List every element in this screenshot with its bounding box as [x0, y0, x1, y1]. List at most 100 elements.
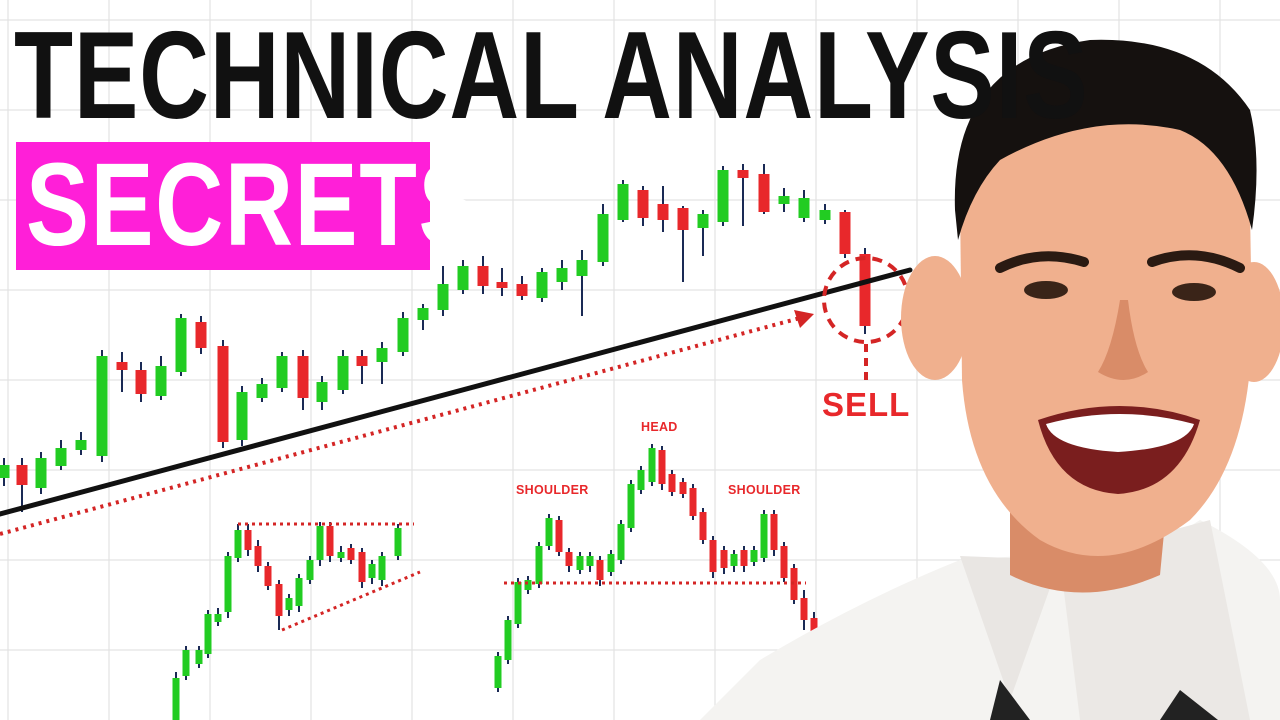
candle — [545, 518, 553, 546]
candle — [358, 552, 366, 582]
tie — [1160, 690, 1218, 720]
candle — [536, 272, 548, 298]
candle — [224, 556, 232, 612]
candle — [737, 170, 749, 178]
candle — [494, 656, 502, 688]
candle — [730, 554, 738, 566]
candle — [457, 266, 469, 290]
candle — [617, 184, 629, 220]
candle — [535, 546, 543, 584]
candle — [657, 204, 669, 220]
candle — [760, 514, 768, 558]
candle — [778, 196, 790, 204]
candle — [378, 556, 386, 580]
candle — [256, 384, 268, 398]
candle — [658, 450, 666, 484]
candle — [555, 520, 563, 552]
eyebrow-right — [1147, 250, 1245, 273]
hair — [954, 39, 1257, 240]
candle — [35, 458, 47, 488]
candle — [347, 548, 355, 560]
candle — [627, 484, 635, 528]
candle — [770, 514, 778, 550]
candle — [565, 552, 573, 566]
candle — [316, 382, 328, 402]
support-line — [281, 570, 421, 632]
candle — [839, 212, 851, 254]
candle — [276, 356, 288, 388]
candle — [175, 318, 187, 372]
candle — [699, 512, 707, 540]
candle — [504, 620, 512, 660]
eyebrow-left — [995, 251, 1089, 273]
candle — [397, 318, 409, 352]
candle — [637, 470, 645, 490]
candle — [597, 214, 609, 262]
ear-left — [901, 256, 969, 380]
candle — [679, 482, 687, 494]
candle — [214, 614, 222, 622]
candle — [316, 526, 324, 560]
candle — [477, 266, 489, 286]
trendline — [0, 267, 913, 517]
candle — [717, 170, 729, 222]
collar-left — [960, 556, 1060, 700]
candle — [234, 530, 242, 558]
dotted-line — [0, 316, 801, 536]
head-label: HEAD — [641, 420, 678, 434]
candle — [264, 566, 272, 586]
arrow-head — [794, 310, 814, 328]
nose — [1098, 300, 1148, 380]
candle — [0, 465, 10, 478]
candle — [326, 526, 334, 556]
candle — [116, 362, 128, 370]
tie-left — [990, 680, 1030, 720]
candle — [172, 678, 180, 720]
candle — [607, 554, 615, 572]
candle — [236, 392, 248, 440]
candle — [819, 210, 831, 220]
candle — [586, 556, 594, 566]
candle — [285, 598, 293, 610]
candle — [155, 366, 167, 396]
candle — [394, 528, 402, 556]
candle — [295, 578, 303, 606]
candle — [496, 282, 508, 288]
candle — [297, 356, 309, 398]
candle — [637, 190, 649, 218]
candle — [596, 560, 604, 580]
right-shoulder-label: SHOULDER — [728, 483, 801, 497]
candle — [337, 356, 349, 390]
candle — [576, 260, 588, 276]
left-shoulder-label: SHOULDER — [516, 483, 589, 497]
candle — [689, 488, 697, 516]
candle — [376, 348, 388, 362]
candle — [556, 268, 568, 282]
candle — [75, 440, 87, 450]
title-technical-analysis: TECHNICAL ANALYSIS — [14, 7, 1089, 145]
candle — [720, 550, 728, 568]
candle — [337, 552, 345, 558]
candle — [306, 560, 314, 580]
candle — [254, 546, 262, 566]
candle — [524, 580, 532, 590]
candle — [217, 346, 229, 442]
candle — [244, 530, 252, 550]
candle — [356, 356, 368, 366]
title-badge: SECRETS — [16, 142, 481, 270]
candle — [417, 308, 429, 320]
candle — [576, 556, 584, 570]
candle — [16, 465, 28, 485]
candle — [740, 550, 748, 566]
eye-right — [1172, 283, 1216, 301]
candle — [275, 584, 283, 616]
candle — [668, 474, 676, 492]
candle — [750, 550, 758, 562]
candle — [709, 540, 717, 572]
title-secrets: SECRETS — [26, 139, 484, 271]
candle — [677, 208, 689, 230]
candle — [780, 546, 788, 578]
candle — [758, 174, 770, 212]
